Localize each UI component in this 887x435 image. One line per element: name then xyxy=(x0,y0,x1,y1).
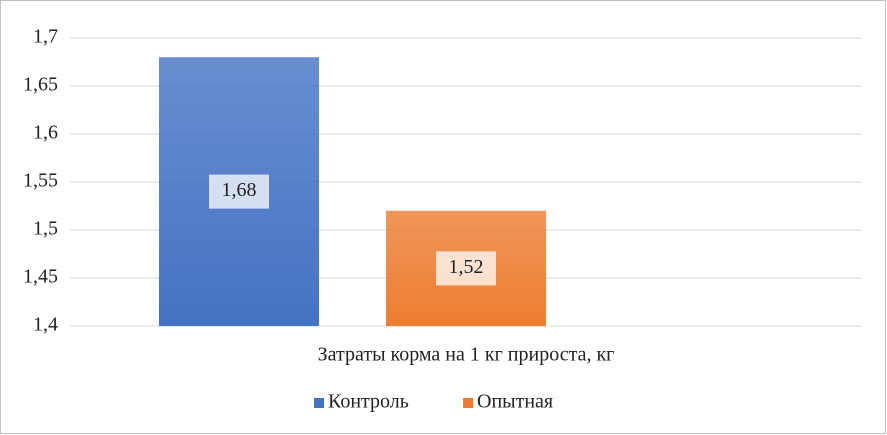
legend-label: Контроль xyxy=(328,391,409,413)
legend-swatch xyxy=(314,398,324,408)
y-tick-label: 1,65 xyxy=(23,74,58,96)
y-tick-label: 1,45 xyxy=(23,266,58,288)
y-tick-label: 1,4 xyxy=(33,314,58,336)
legend-swatch xyxy=(463,398,473,408)
data-label-box xyxy=(436,251,496,286)
y-tick-label: 1,5 xyxy=(33,218,58,240)
data-label: 1,52 xyxy=(449,256,484,278)
x-tick-label: Затраты корма на 1 кг прироста, кг xyxy=(318,344,615,366)
data-label-box xyxy=(209,174,269,209)
y-tick-label: 1,7 xyxy=(33,26,58,48)
y-tick-label: 1,55 xyxy=(23,170,58,192)
data-label: 1,68 xyxy=(222,179,257,201)
legend-label: Опытная xyxy=(477,391,553,413)
y-tick-label: 1,6 xyxy=(33,122,58,144)
